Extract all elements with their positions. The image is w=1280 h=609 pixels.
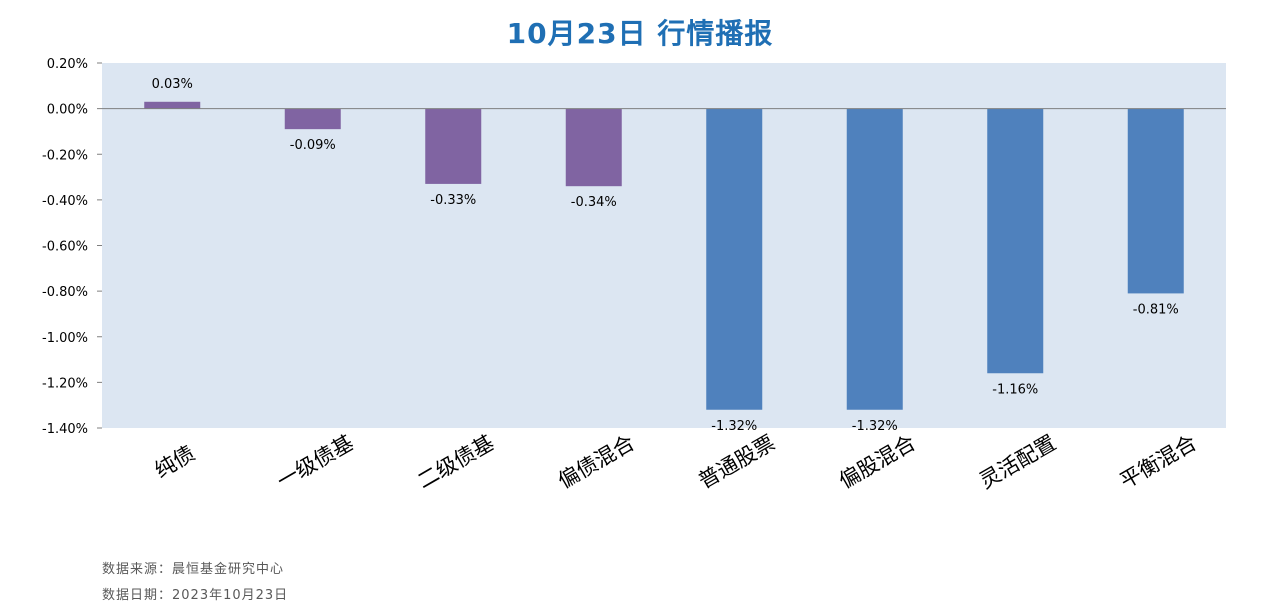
data-date-note: 数据日期：2023年10月23日	[102, 588, 289, 603]
y-tick-label: -1.40%	[42, 422, 88, 437]
y-tick-label: -0.60%	[42, 240, 88, 255]
data-label: -0.34%	[571, 195, 617, 210]
y-tick-label: -1.20%	[42, 376, 88, 391]
data-label: -0.09%	[290, 138, 336, 153]
x-axis: 纯债 一级债基 二级债基 偏债混合 普通股票 偏股混合 灵活配置 平衡混合	[151, 431, 1201, 494]
y-tick-label: -1.00%	[42, 331, 88, 346]
x-tick-label: 灵活配置	[975, 431, 1060, 494]
data-label: -1.16%	[992, 382, 1038, 397]
x-tick-label: 普通股票	[694, 431, 779, 494]
bar	[565, 108, 622, 187]
x-tick-label: 平衡混合	[1116, 431, 1201, 494]
bars	[144, 101, 1184, 410]
x-tick-label: 二级债基	[413, 431, 498, 494]
data-label: -0.81%	[1133, 302, 1179, 317]
bar	[425, 108, 482, 184]
chart-title: 10月23日 行情播报	[506, 17, 774, 50]
y-axis: 0.20% 0.00% -0.20% -0.40% -0.60% -0.80% -1.00%…	[42, 57, 102, 437]
y-tick-label: -0.40%	[42, 194, 88, 209]
x-tick-label: 偏债混合	[554, 431, 639, 494]
x-tick-label: 一级债基	[273, 431, 358, 494]
data-labels: 0.03% -0.09% -0.33% -0.34% -1.32% -1.32% -1.16…	[152, 77, 1179, 434]
bar	[987, 108, 1044, 374]
bar	[706, 108, 763, 410]
plot-area	[102, 63, 1226, 428]
y-tick-label: 0.00%	[47, 103, 88, 118]
y-tick-label: -0.20%	[42, 148, 88, 163]
data-source-note: 数据来源：晨恒基金研究中心	[102, 562, 285, 577]
bar	[1127, 108, 1184, 294]
data-label: -1.32%	[852, 419, 898, 434]
data-label: 0.03%	[152, 77, 193, 92]
bar	[284, 108, 341, 130]
y-tick-label: 0.20%	[47, 57, 88, 72]
data-label: -0.33%	[430, 193, 476, 208]
bar	[846, 108, 903, 410]
data-label: -1.32%	[711, 419, 757, 434]
y-tick-label: -0.80%	[42, 285, 88, 300]
x-tick-label: 偏股混合	[835, 431, 920, 494]
bar	[144, 101, 201, 109]
x-tick-label: 纯债	[151, 441, 199, 483]
